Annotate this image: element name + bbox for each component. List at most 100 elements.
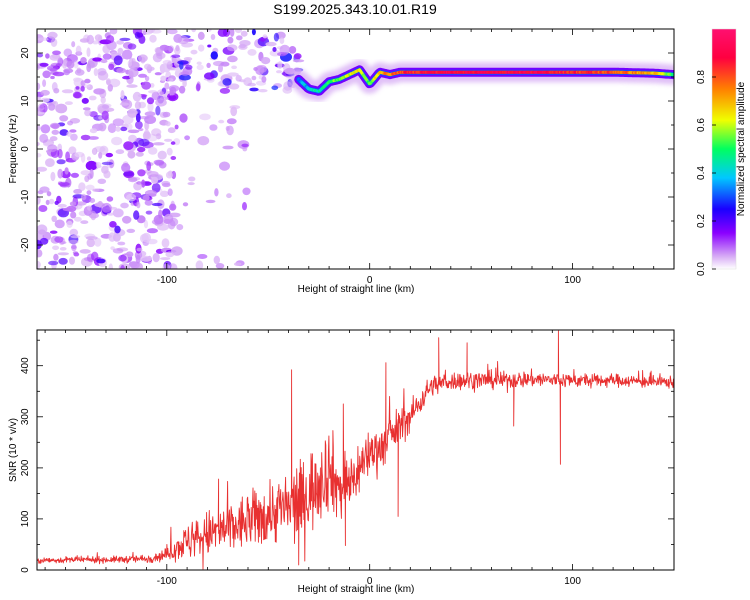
spectrogram-noise-blob <box>37 166 48 172</box>
spectrogram-noise-blob <box>236 35 243 41</box>
spectrogram-noise-blob <box>171 246 183 256</box>
spectrogram-noise-blob <box>225 126 230 131</box>
spectrogram-noise-blob <box>174 124 179 130</box>
spectrogram-noise-blob <box>260 57 271 65</box>
spectrogram-noise-blob <box>52 50 61 56</box>
spectrogram-noise-blob <box>47 144 58 153</box>
spectrogram-noise-blob <box>37 152 42 158</box>
spectrogram-noise-blob <box>166 78 174 82</box>
spectrogram-noise-blob <box>117 47 124 55</box>
spectrogram-noise-blob <box>113 55 123 66</box>
spectrogram-noise-blob <box>68 239 79 244</box>
spectrogram-image <box>37 29 674 269</box>
spectrogram-noise-blob <box>168 45 174 53</box>
spectrogram-noise-blob <box>126 123 133 131</box>
spectrogram-noise-blob <box>138 138 150 147</box>
spectrogram-noise-blob <box>227 55 238 63</box>
spectrogram-noise-blob <box>50 75 55 80</box>
spectrogram-noise-blob <box>146 29 156 34</box>
spectrogram-noise-blob <box>239 40 251 47</box>
spectrogram-noise-blob <box>217 29 228 37</box>
y-tick-label: -10 <box>20 189 31 204</box>
spectrogram-noise-blob <box>138 34 146 44</box>
spectrogram-ylabel: Frequency (Hz) <box>8 115 19 184</box>
spectrogram-noise-blob <box>234 262 242 266</box>
spectrogram-noise-blob <box>219 161 230 171</box>
spectrogram-noise-blob <box>37 111 46 115</box>
spectrogram-noise-blob <box>151 128 162 137</box>
spectrogram-noise-blob <box>122 215 132 224</box>
spectrogram-noise-blob <box>178 74 191 81</box>
spectrogram-noise-blob <box>87 136 99 140</box>
spectrogram-noise-blob <box>61 89 74 94</box>
spectrogram-noise-blob <box>148 147 158 155</box>
spectrogram-noise-blob <box>181 71 190 76</box>
spectrogram-noise-blob <box>209 124 218 131</box>
spectrogram-noise-blob <box>92 188 100 192</box>
spectrogram-noise-blob <box>159 91 164 95</box>
spectrogram-noise-blob <box>168 95 177 100</box>
spectrogram-noise-blob <box>45 158 55 168</box>
spectrogram-noise-blob <box>92 57 102 62</box>
spectrogram-noise-blob <box>51 123 60 130</box>
spectrogram-noise-blob <box>198 44 205 52</box>
spectrogram-noise-blob <box>107 123 117 134</box>
spectrogram-noise-blob <box>177 35 189 45</box>
spectrogram-noise-blob <box>114 225 121 234</box>
spectrogram-noise-blob <box>203 72 215 80</box>
spectrogram-noise-blob <box>151 176 159 184</box>
spectrogram-noise-blob <box>102 104 110 109</box>
spectrogram-noise-blob <box>89 111 98 118</box>
spectrogram-noise-blob <box>116 40 124 45</box>
spectrogram-noise-blob <box>71 41 76 48</box>
spectrogram-noise-blob <box>85 160 98 171</box>
spectrogram-noise-blob <box>73 189 82 194</box>
snr-xlabel: Height of straight line (km) <box>298 584 415 595</box>
spectrogram-noise-blob <box>116 67 126 74</box>
spectrogram-noise-blob <box>51 82 58 92</box>
spectrogram-noise-blob <box>261 76 267 83</box>
spectrogram-noise-blob <box>272 47 277 52</box>
spectrogram-noise-blob <box>144 199 153 206</box>
spectrogram-noise-blob <box>144 75 150 82</box>
spectrogram-noise-blob <box>106 196 114 202</box>
spectrogram-noise-blob <box>288 46 297 54</box>
spectrogram-noise-blob <box>121 49 133 60</box>
spectrogram-noise-blob <box>135 113 141 123</box>
spectrogram-noise-blob <box>169 86 177 96</box>
spectrogram-noise-blob <box>144 111 156 117</box>
spectrogram-noise-blob <box>45 199 50 205</box>
spectrogram-noise-blob <box>39 237 49 245</box>
spectrogram-noise-blob <box>66 220 73 228</box>
spectrogram-noise-blob <box>191 29 197 33</box>
spectrogram-noise-blob <box>112 118 124 127</box>
spectrogram-noise-blob <box>146 97 155 105</box>
spectrogram-noise-blob <box>235 29 242 34</box>
spectrogram-noise-blob <box>106 79 111 86</box>
spectrogram-noise-blob <box>59 129 69 136</box>
spectrogram-noise-blob <box>226 193 232 199</box>
spectrogram-noise-blob <box>126 193 137 202</box>
spectrogram-noise-blob <box>57 203 67 208</box>
spectrogram-noise-blob <box>50 38 58 47</box>
colorbar: 0.0 0.2 0.4 0.6 0.8 Normalized spectral ampl… <box>696 28 747 276</box>
x-tick-label: -100 <box>157 576 177 587</box>
spectrogram-noise-blob <box>249 87 259 92</box>
spectrogram-noise-blob <box>164 138 173 142</box>
spectrogram-noise-blob <box>57 168 63 179</box>
spectrogram-noise-blob <box>157 223 169 231</box>
spectrogram-noise-blob <box>167 188 173 196</box>
spectrogram-noise-blob <box>135 254 141 264</box>
spectrogram-noise-blob <box>82 107 91 111</box>
spectrogram-noise-blob <box>80 85 85 92</box>
y-tick-label: 400 <box>20 357 31 374</box>
spectrogram-noise-blob <box>159 96 169 101</box>
spectrogram-noise-blob <box>57 252 69 256</box>
spectrogram-noise-blob <box>70 133 78 141</box>
spectrogram-noise-blob <box>38 205 48 212</box>
spectrogram-noise-blob <box>265 41 277 47</box>
spectrogram-noise-blob <box>251 75 257 81</box>
spectrogram-noise-blob <box>262 34 268 39</box>
spectrogram-noise-blob <box>98 122 107 132</box>
